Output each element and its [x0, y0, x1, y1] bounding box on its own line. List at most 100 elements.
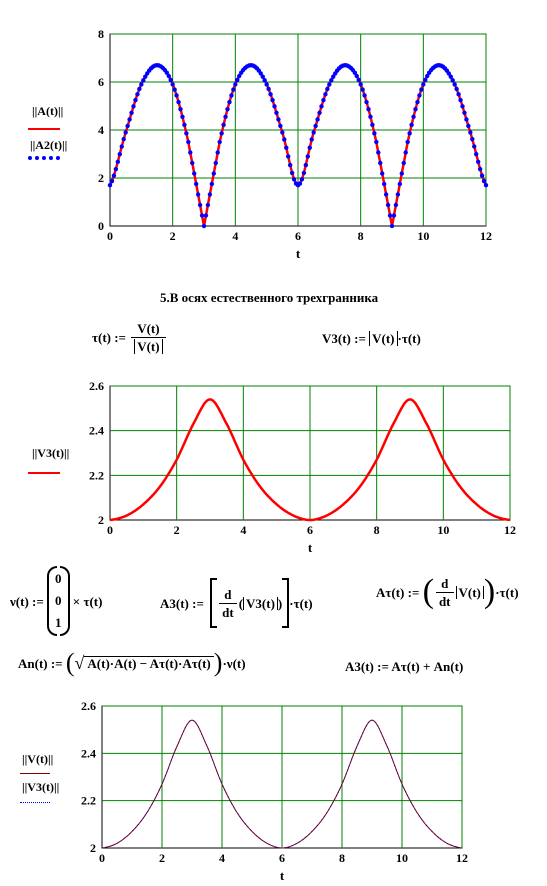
data-point: [178, 106, 183, 112]
y-tick-label: 2.6: [89, 379, 104, 393]
data-point: [192, 171, 197, 176]
x-tick-label: 10: [396, 851, 408, 865]
data-point: [299, 177, 305, 182]
y-tick-label: 6: [98, 75, 104, 89]
data-point: [470, 136, 475, 142]
data-point: [421, 82, 426, 87]
data-point: [127, 117, 132, 122]
data-point: [456, 92, 461, 97]
data-point: [419, 87, 424, 92]
data-point: [209, 181, 215, 187]
data-point: [284, 145, 289, 150]
legend-v-text: |V(t)|: [24, 752, 51, 766]
data-point: [268, 92, 273, 97]
data-point: [477, 166, 483, 172]
data-point: [119, 144, 124, 149]
data-point: [325, 86, 330, 92]
y-tick-label: 0: [98, 219, 104, 233]
data-point: [184, 131, 189, 136]
data-point: [475, 159, 481, 164]
data-point: [213, 160, 218, 166]
data-point: [409, 122, 414, 128]
formula-tau-fraction: V(t) V(t): [131, 322, 166, 354]
legend-line-a2: [28, 156, 60, 160]
data-point: [423, 77, 428, 83]
data-point: [270, 97, 275, 103]
data-point: [287, 162, 293, 168]
data-point: [260, 74, 265, 79]
data-point: [195, 192, 201, 197]
x-tick-label: 6: [279, 851, 285, 865]
data-point: [115, 159, 121, 164]
data-point: [289, 170, 295, 176]
data-point: [395, 192, 401, 197]
data-point: [323, 92, 328, 97]
data-point: [411, 114, 416, 119]
data-point: [135, 92, 140, 97]
data-point: [180, 114, 185, 119]
data-point: [364, 99, 369, 105]
legend-label-a2: ||A2(t)||: [30, 138, 67, 153]
legend-line-a: [28, 128, 60, 130]
formula-atau-rhs: ·τ(t): [495, 584, 519, 600]
legend-label-v3: ||V3(t)||: [32, 446, 70, 460]
data-point: [393, 202, 399, 208]
formula-nu-vec-1: 0: [55, 593, 62, 608]
x-tick-label: 8: [374, 523, 380, 537]
data-point: [229, 93, 234, 98]
data-point: [305, 154, 310, 159]
data-point: [205, 202, 211, 208]
data-point: [172, 87, 177, 92]
data-point: [166, 73, 171, 79]
data-point: [303, 162, 309, 168]
x-tick-label: 2: [159, 851, 165, 865]
data-point: [199, 213, 205, 218]
data-point: [315, 117, 320, 122]
legend-label-v3b: ||V3(t)||: [22, 780, 59, 795]
data-point: [143, 74, 148, 79]
data-point: [170, 82, 175, 87]
data-point: [401, 160, 406, 166]
legend-a-text: |A(t)|: [34, 104, 61, 118]
formula-a3-derivative: A3(t) := d dt(V3(t)) ·τ(t): [160, 578, 313, 628]
data-point: [481, 178, 487, 184]
data-point: [311, 130, 316, 135]
formula-a3-frac: d dt: [219, 588, 237, 619]
data-point: [201, 223, 207, 229]
formula-tau-den: V(t): [131, 337, 166, 354]
x-tick-label: 8: [358, 229, 364, 243]
x-tick-label: 6: [295, 229, 301, 243]
data-point: [231, 87, 236, 92]
data-point: [381, 181, 387, 187]
formula-an-sqrt: A(t)·A(t) − Aτ(t)·Aτ(t): [84, 656, 214, 670]
data-point: [137, 86, 142, 92]
x-tick-label: 4: [240, 523, 246, 537]
data-point: [387, 213, 393, 218]
data-point: [321, 97, 326, 103]
data-point: [448, 74, 453, 79]
data-point: [378, 160, 383, 166]
data-point: [121, 136, 126, 142]
formula-a3-d: d: [224, 586, 232, 602]
data-point: [329, 78, 334, 83]
data-point: [193, 181, 199, 187]
formula-an-rhs: ·ν(t): [222, 655, 246, 671]
data-point: [362, 93, 367, 98]
data-point: [407, 131, 412, 136]
y-tick-label: 2.4: [89, 424, 104, 438]
data-point: [374, 139, 379, 145]
legend-line-v: [20, 773, 50, 774]
x-tick-label: 2: [174, 523, 180, 537]
data-point: [452, 82, 457, 87]
data-point: [225, 106, 230, 112]
x-axis-label: t: [308, 540, 313, 555]
data-point: [403, 150, 408, 155]
x-tick-label: 10: [417, 229, 429, 243]
data-point: [219, 131, 224, 136]
data-point: [385, 202, 391, 208]
data-point: [380, 171, 385, 176]
formula-atau-d: d: [441, 575, 449, 591]
data-point: [164, 70, 169, 75]
data-point: [227, 99, 232, 105]
data-point: [356, 77, 361, 83]
